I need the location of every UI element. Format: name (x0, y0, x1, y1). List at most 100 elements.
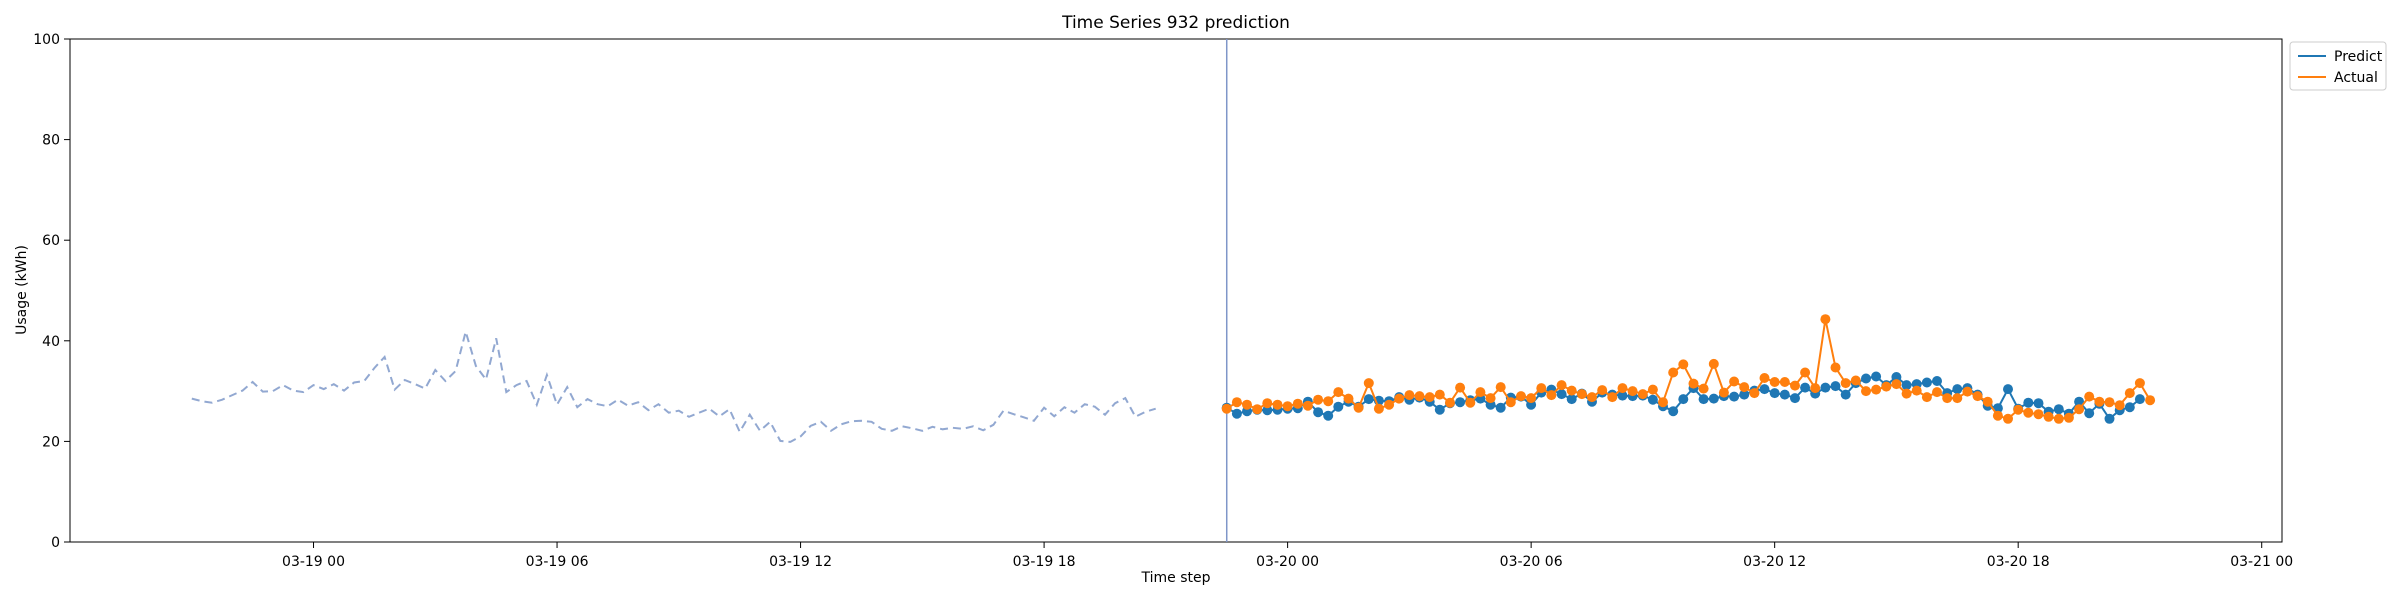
x-tick-label: 03-21 00 (2230, 554, 2293, 570)
actual-point (1313, 394, 1324, 405)
predict-point (1566, 394, 1577, 405)
predict-point (1668, 406, 1679, 417)
actual-point (1475, 387, 1486, 398)
actual-point (1861, 386, 1871, 397)
predict-point (1871, 371, 1882, 382)
actual-point (2134, 378, 2145, 389)
actual-point (1546, 390, 1557, 401)
actual-point (1637, 389, 1648, 400)
actual-point (1911, 385, 1922, 396)
actual-point (1901, 388, 1912, 399)
actual-point (1536, 383, 1547, 394)
predict-point (2074, 396, 2085, 407)
predict-point (1840, 389, 1851, 400)
predict-point (1363, 394, 1374, 405)
actual-point (1404, 390, 1415, 401)
actual-point (1333, 387, 1344, 398)
legend-predict-label: Predict (2334, 49, 2383, 65)
actual-point (1647, 384, 1658, 395)
y-tick-label: 20 (42, 434, 60, 450)
actual-point (1749, 388, 1760, 399)
actual-point (1678, 359, 1689, 370)
actual-point (1597, 385, 1608, 396)
actual-point (2104, 397, 2115, 408)
predict-point (1830, 381, 1841, 392)
predict-point (1647, 394, 1658, 405)
predict-point (1323, 410, 1334, 421)
actual-point (1972, 391, 1983, 402)
x-tick-label: 03-19 00 (282, 554, 345, 570)
actual-point (1698, 383, 1709, 394)
actual-point (1526, 393, 1537, 404)
actual-point (1790, 380, 1800, 391)
actual-point (1373, 403, 1384, 414)
predict-point (1678, 394, 1689, 405)
actual-point (2053, 413, 2064, 424)
predict-point (1333, 401, 1344, 412)
actual-point (1850, 375, 1861, 386)
actual-point (1434, 389, 1445, 400)
y-axis: 0 20 40 60 80 100 (33, 32, 70, 551)
y-tick-label: 80 (42, 133, 60, 149)
actual-point (1282, 401, 1293, 412)
legend: Predict Actual (2289, 41, 2387, 91)
actual-point (1739, 382, 1750, 393)
predict-point (1820, 382, 1831, 393)
actual-point (1445, 397, 1455, 408)
predict-point (1434, 404, 1445, 415)
actual-point (1242, 399, 1252, 410)
x-axis: 03-19 00 03-19 06 03-19 12 03-19 18 03-20 00… (282, 542, 2293, 570)
y-tick-label: 40 (42, 334, 60, 350)
actual-point (1810, 383, 1821, 394)
actual-point (1485, 393, 1496, 404)
actual-point (1587, 392, 1597, 403)
x-axis-label: Time step (1141, 570, 1211, 586)
actual-point (2033, 409, 2044, 420)
actual-point (1921, 392, 1932, 403)
actual-point (2003, 413, 2013, 424)
predict-point (2033, 398, 2044, 409)
predict-point (1901, 380, 1912, 391)
x-tick-label: 03-20 12 (1743, 554, 1806, 570)
predict-point (1790, 393, 1800, 404)
predict-point (1729, 391, 1740, 402)
predict-point (1556, 389, 1567, 400)
actual-point (1505, 397, 1516, 408)
actual-point (1840, 378, 1851, 389)
series-actual (1221, 314, 2156, 424)
actual-point (1982, 396, 1993, 407)
plot-frame (69, 38, 2283, 543)
actual-point (1769, 377, 1780, 387)
actual-point (1942, 393, 1953, 404)
actual-point (1932, 387, 1942, 398)
actual-point (1962, 386, 1973, 397)
actual-point (1607, 392, 1618, 403)
actual-point (2114, 400, 2125, 411)
actual-point (1302, 400, 1313, 411)
actual-point (1343, 393, 1354, 404)
predict-point (1891, 372, 1902, 382)
predict-point (1495, 402, 1506, 413)
actual-point (1556, 380, 1567, 391)
actual-point (1688, 378, 1699, 389)
actual-point (1627, 386, 1638, 397)
predict-point (2134, 394, 2145, 405)
actual-point (1292, 398, 1303, 409)
actual-point (1384, 399, 1395, 410)
predict-point (1313, 407, 1324, 418)
y-tick-label: 0 (51, 535, 60, 551)
predict-point (1779, 389, 1790, 400)
history-series (191, 327, 1156, 443)
actual-point (1516, 391, 1526, 402)
actual-point (1992, 410, 2003, 421)
actual-point (1252, 404, 1263, 415)
actual-point (2084, 391, 2095, 402)
actual-point (2023, 407, 2034, 418)
x-tick-label: 03-19 12 (769, 554, 832, 570)
actual-point (1424, 392, 1435, 403)
actual-point (1881, 381, 1892, 392)
actual-point (2145, 395, 2156, 406)
predict-point (1617, 390, 1628, 401)
x-tick-label: 03-20 00 (1256, 554, 1319, 570)
